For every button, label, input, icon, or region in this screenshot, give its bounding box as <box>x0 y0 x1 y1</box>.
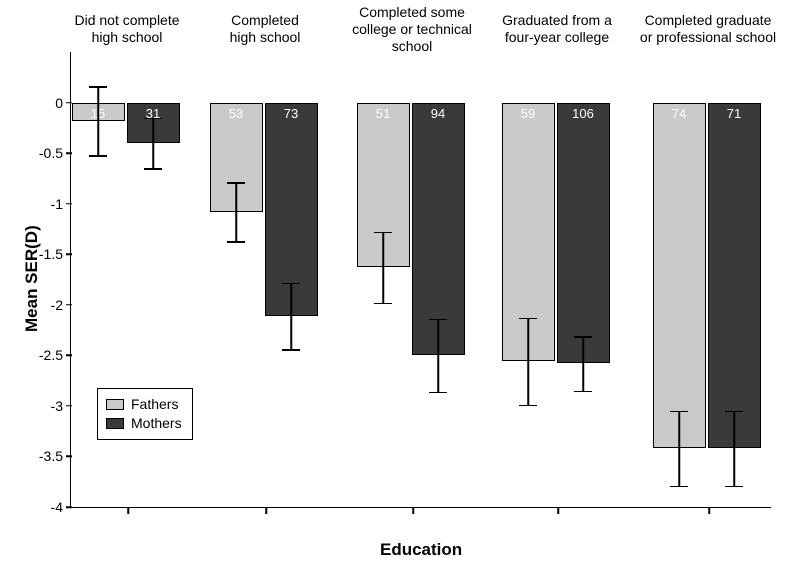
error-cap <box>227 182 245 184</box>
x-axis-label: Education <box>380 540 462 560</box>
error-bar <box>527 318 529 405</box>
bar-n-label: 51 <box>376 106 390 121</box>
bar-n-label: 71 <box>727 106 741 121</box>
legend-item-mothers: Mothers <box>106 414 182 433</box>
y-tick-label: -3.5 <box>39 448 71 464</box>
error-bar <box>678 411 680 486</box>
category-label: Completed graduateor professional school <box>640 12 776 46</box>
y-tick-label: -0.5 <box>39 145 71 161</box>
x-tick-mark <box>127 508 129 514</box>
error-bar <box>235 182 237 241</box>
category-label: Did not completehigh school <box>74 12 179 46</box>
y-tick-label: 0 <box>55 95 71 111</box>
legend-label: Fathers <box>131 395 178 414</box>
y-axis-label: Mean SER(D) <box>22 225 42 332</box>
x-tick-mark <box>265 508 267 514</box>
ser-education-chart: Did not completehigh school Completedhig… <box>0 0 800 574</box>
error-bar <box>152 118 154 169</box>
error-cap <box>89 155 107 157</box>
y-tick-label: -3 <box>51 398 71 414</box>
error-cap <box>374 232 392 234</box>
y-tick-label: -2 <box>51 297 71 313</box>
category-label: Graduated from afour-year college <box>502 12 612 46</box>
y-tick-label: -2.5 <box>39 347 71 363</box>
bar-n-label: 59 <box>521 106 535 121</box>
error-cap <box>374 303 392 305</box>
x-tick-mark <box>708 508 710 514</box>
error-cap <box>144 168 162 170</box>
error-cap <box>519 318 537 320</box>
y-tick-label: -1.5 <box>39 246 71 262</box>
legend: Fathers Mothers <box>97 388 193 440</box>
category-label: Completed somecollege or technicalschool <box>352 4 472 54</box>
error-cap <box>574 391 592 393</box>
bar-n-label: 53 <box>229 106 243 121</box>
error-cap <box>670 486 688 488</box>
x-tick-mark <box>412 508 414 514</box>
error-bar <box>97 86 99 155</box>
legend-item-fathers: Fathers <box>106 395 182 414</box>
legend-label: Mothers <box>131 414 182 433</box>
error-bar <box>290 283 292 350</box>
plot-area: 0-0.5-1-1.5-2-2.5-3-3.5-4 15535159743173… <box>70 52 771 508</box>
error-cap <box>429 392 447 394</box>
x-tick-mark <box>557 508 559 514</box>
error-cap <box>670 411 688 413</box>
error-cap <box>227 241 245 243</box>
y-tick-label: -1 <box>51 196 71 212</box>
bar-n-label: 94 <box>431 106 445 121</box>
bar-fathers: 74 <box>653 103 706 449</box>
error-bar <box>382 232 384 303</box>
category-label: Completedhigh school <box>230 12 301 46</box>
bar-n-label: 74 <box>672 106 686 121</box>
bar-mothers: 94 <box>412 103 465 356</box>
error-bar <box>582 336 584 391</box>
error-cap <box>144 118 162 120</box>
bar-mothers: 71 <box>708 103 761 449</box>
error-bar <box>733 411 735 486</box>
bar-n-label: 106 <box>572 106 594 121</box>
error-cap <box>429 319 447 321</box>
y-tick-label: -4 <box>51 499 71 515</box>
error-cap <box>725 486 743 488</box>
bar-mothers: 106 <box>557 103 610 364</box>
error-cap <box>519 405 537 407</box>
bar-n-label: 73 <box>284 106 298 121</box>
legend-swatch-fathers <box>106 399 124 410</box>
error-bar <box>437 319 439 392</box>
error-cap <box>282 349 300 351</box>
error-cap <box>574 336 592 338</box>
error-cap <box>282 283 300 285</box>
error-cap <box>89 86 107 88</box>
error-cap <box>725 411 743 413</box>
legend-swatch-mothers <box>106 418 124 429</box>
